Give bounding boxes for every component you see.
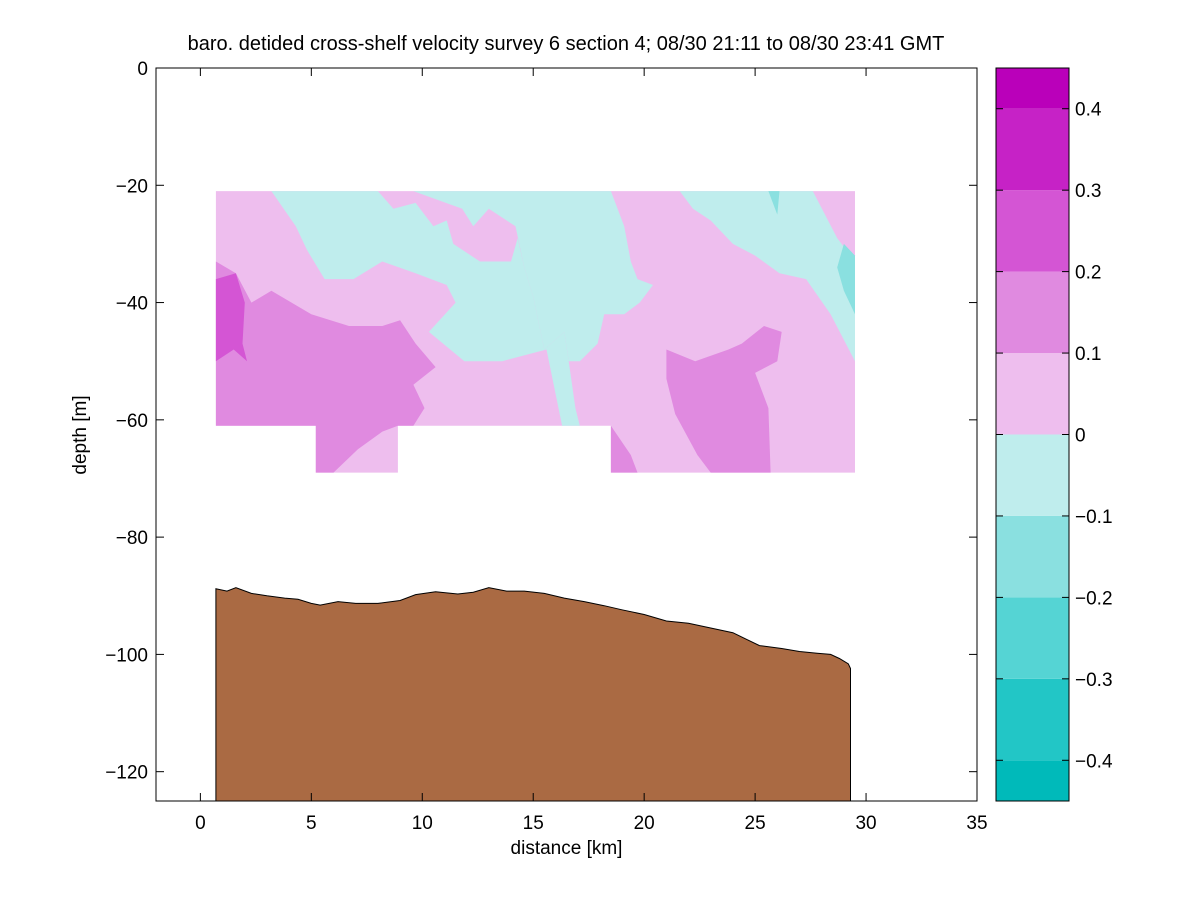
- y-tick-label: −120: [105, 763, 148, 784]
- colorbar-tick-label: 0.3: [1075, 181, 1101, 202]
- y-tick-label: −20: [116, 176, 148, 197]
- y-axis-label: depth [m]: [70, 395, 91, 474]
- x-tick-label: 5: [306, 813, 317, 834]
- x-tick-label: 10: [412, 813, 433, 834]
- x-tick-label: 30: [855, 813, 876, 834]
- colorbar-band: [996, 679, 1069, 760]
- colorbar-band: [996, 353, 1069, 434]
- x-tick-label: 20: [634, 813, 655, 834]
- colorbar-band: [996, 760, 1069, 801]
- x-tick-label: 25: [745, 813, 766, 834]
- colorbar-band: [996, 68, 1069, 109]
- colorbar-band: [996, 435, 1069, 516]
- y-tick-label: −100: [105, 645, 148, 666]
- colorbar-tick-label: −0.4: [1075, 751, 1113, 772]
- y-tick-label: −40: [116, 294, 148, 315]
- x-tick-label: 35: [966, 813, 987, 834]
- colorbar-band: [996, 597, 1069, 678]
- colorbar-tick-label: 0: [1075, 426, 1086, 447]
- colorbar-band: [996, 272, 1069, 353]
- y-tick-label: −60: [116, 411, 148, 432]
- y-tick-label: −80: [116, 528, 148, 549]
- x-tick-label: 0: [195, 813, 206, 834]
- x-tick-label: 15: [523, 813, 544, 834]
- colorbar-band: [996, 109, 1069, 190]
- colorbar-tick-label: −0.1: [1075, 507, 1113, 528]
- figure-canvas: baro. detided cross-shelf velocity surve…: [0, 0, 1201, 901]
- colorbar-band: [996, 190, 1069, 271]
- colorbar-tick-label: −0.3: [1075, 670, 1113, 691]
- colorbar-tick-label: 0.2: [1075, 263, 1101, 284]
- colorbar-tick-label: −0.2: [1075, 588, 1113, 609]
- chart-title: baro. detided cross-shelf velocity surve…: [188, 33, 945, 55]
- colorbar-tick-label: 0.1: [1075, 344, 1101, 365]
- colorbar-band: [996, 516, 1069, 597]
- colorbar-tick-label: 0.4: [1075, 100, 1102, 121]
- x-axis-label: distance [km]: [511, 838, 623, 859]
- y-tick-label: 0: [137, 59, 148, 80]
